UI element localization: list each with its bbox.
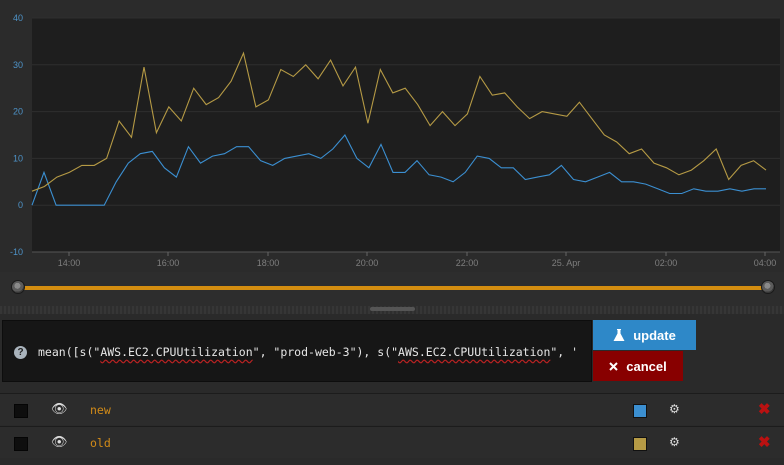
series-name[interactable]: old bbox=[90, 436, 111, 450]
query-editor[interactable]: ? mean([s("AWS.EC2.CPUUtilization", "pro… bbox=[2, 320, 592, 382]
x-tick-label: 20:00 bbox=[356, 258, 379, 268]
series-name[interactable]: new bbox=[90, 403, 111, 417]
x-tick-label: 16:00 bbox=[157, 258, 180, 268]
eye-icon[interactable]: 👁 bbox=[51, 434, 68, 449]
y-tick-label: 40 bbox=[13, 13, 23, 23]
y-tick-label: -10 bbox=[10, 247, 23, 257]
series-select-checkbox[interactable] bbox=[14, 404, 28, 418]
y-tick-label: 20 bbox=[13, 107, 23, 117]
series-line-new bbox=[31, 134, 766, 206]
splitter-grip-icon[interactable] bbox=[370, 307, 415, 311]
query-metric-name: AWS.EC2.CPUUtilization bbox=[100, 345, 253, 359]
query-part: mean([s(" bbox=[38, 345, 101, 359]
series-color-swatch[interactable] bbox=[633, 437, 647, 451]
query-panel: ? mean([s("AWS.EC2.CPUUtilization", "pro… bbox=[0, 318, 784, 386]
eye-icon[interactable]: 👁 bbox=[51, 401, 68, 416]
series-line-old bbox=[31, 51, 767, 192]
x-tick-label: 02:00 bbox=[655, 258, 678, 268]
x-tick-label: 25. Apr bbox=[552, 258, 581, 268]
y-tick-label: 30 bbox=[13, 60, 23, 70]
plot-area bbox=[32, 18, 780, 252]
x-tick-label: 18:00 bbox=[257, 258, 280, 268]
cancel-button-label: cancel bbox=[626, 358, 667, 374]
y-tick-label: 10 bbox=[13, 153, 23, 163]
update-button-label: update bbox=[633, 327, 676, 343]
query-part: ", ' bbox=[550, 345, 579, 359]
timeline-range-bar bbox=[0, 272, 784, 306]
cancel-button[interactable]: cancel bbox=[593, 351, 683, 381]
delete-icon[interactable]: ✖ bbox=[758, 434, 771, 451]
series-select-checkbox[interactable] bbox=[14, 437, 28, 451]
gears-icon[interactable]: ⚙ bbox=[669, 402, 680, 416]
flask-icon bbox=[613, 328, 625, 341]
delete-icon[interactable]: ✖ bbox=[758, 401, 771, 418]
update-button[interactable]: update bbox=[593, 320, 696, 350]
timeline-start-handle[interactable] bbox=[11, 280, 25, 294]
x-tick-label: 22:00 bbox=[456, 258, 479, 268]
query-part: ", "prod-web-3"), s(" bbox=[252, 345, 399, 359]
help-icon[interactable]: ? bbox=[14, 346, 27, 359]
series-row-new: 👁 new ⚙ ✖ bbox=[0, 393, 784, 425]
x-tick-label: 04:00 bbox=[754, 258, 777, 268]
series-list: 👁 new ⚙ ✖ 👁 old ⚙ ✖ bbox=[0, 393, 784, 458]
series-color-swatch[interactable] bbox=[633, 404, 647, 418]
query-metric-name: AWS.EC2.CPUUtilization bbox=[398, 345, 551, 359]
x-tick-label: 14:00 bbox=[58, 258, 81, 268]
timeline-track[interactable] bbox=[18, 286, 768, 290]
timeline-end-handle[interactable] bbox=[761, 280, 775, 294]
y-tick-label: 0 bbox=[18, 200, 23, 210]
gears-icon[interactable]: ⚙ bbox=[669, 435, 680, 449]
close-icon bbox=[609, 361, 618, 371]
series-row-old: 👁 old ⚙ ✖ bbox=[0, 426, 784, 458]
timeseries-chart: 40 30 20 10 0 -10 14:00 16:00 18:00 20:00 22:00 25.… bbox=[9, 13, 780, 268]
query-text[interactable]: mean([s("AWS.EC2.CPUUtilization", "prod-… bbox=[38, 345, 578, 359]
chart-svg: 40 30 20 10 0 -10 14:00 16:00 18:00 20:00 22:00 25.… bbox=[10, 13, 780, 268]
